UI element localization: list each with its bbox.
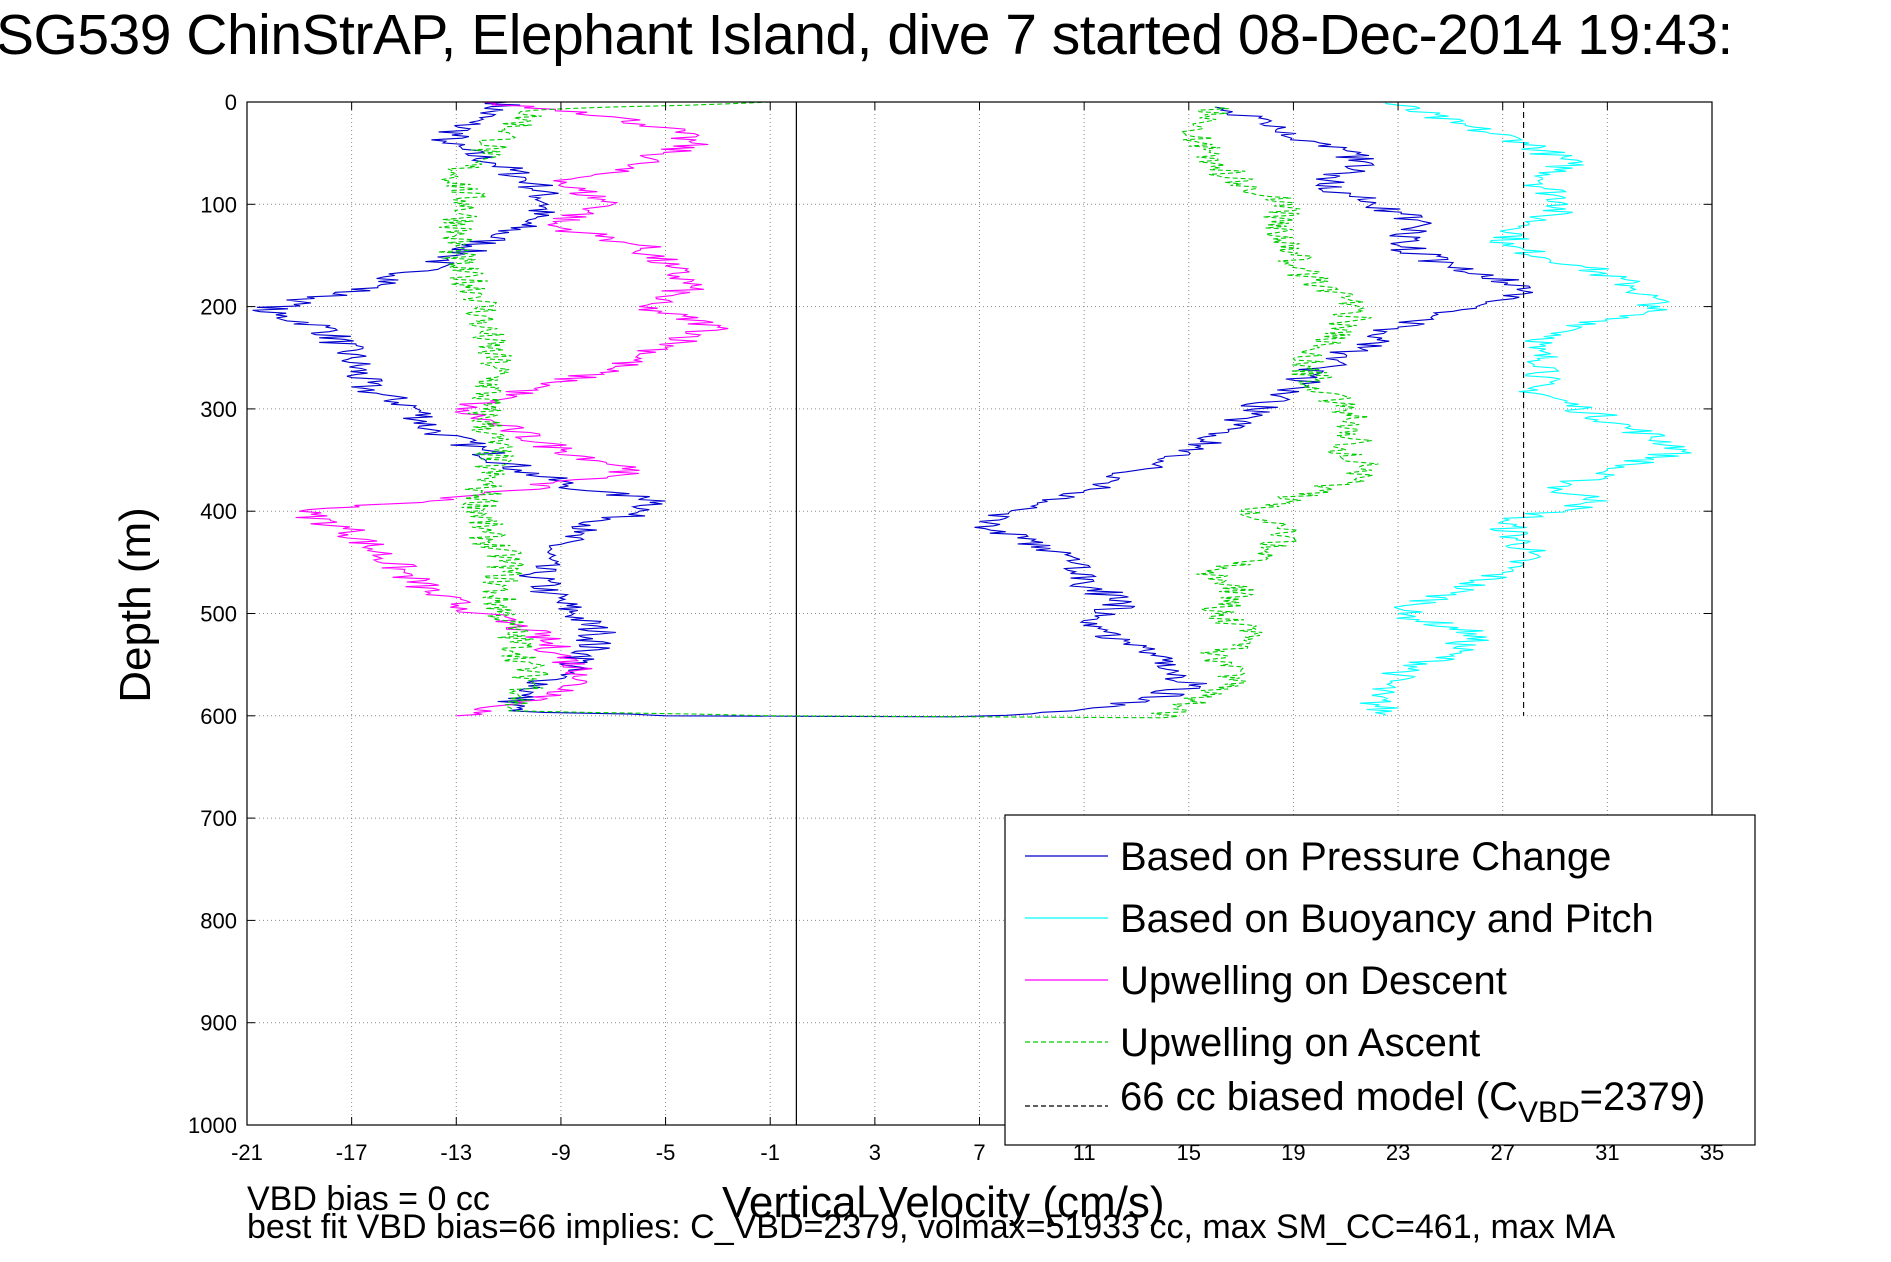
y-tick-label: 400 [200,499,237,524]
x-tick-label: 11 [1073,1140,1096,1165]
legend: Based on Pressure Change Based on Buoyanc… [1004,814,1756,1146]
tick-labels: -21 -17 -13 -9 -5 -1 3 7 11 15 19 23 27 31 35010020030… [188,90,1724,1165]
x-tick-label: -1 [760,1140,780,1165]
y-tick-label: 1000 [188,1113,237,1138]
footer-bias: VBD bias = 0 cc [247,1180,490,1218]
x-tick-label: -13 [440,1140,472,1165]
series-line [1360,101,1692,716]
series-group [252,101,1692,719]
y-tick-label: 500 [200,602,237,627]
legend-box [1004,814,1756,1146]
x-axis-label: Vertical Velocity (cm/s) [722,1178,1165,1227]
x-tick-label: -21 [231,1140,263,1165]
y-tick-label: 300 [200,397,237,422]
y-tick-label: 200 [200,295,237,320]
series-line [437,101,1379,719]
x-tick-label: -5 [656,1140,676,1165]
plot-frame [246,101,1713,1126]
y-tick-label: 700 [200,806,237,831]
x-tick-label: -9 [551,1140,571,1165]
legend-label: Upwelling on Ascent [1120,1021,1480,1065]
footer-best-fit: best fit VBD bias=66 implies: C_VBD=2379… [247,1208,1616,1246]
x-tick-label: 7 [973,1140,985,1165]
series-line [295,101,729,717]
y-axis-label: Depth (m) [111,507,160,703]
legend-label: Based on Buoyancy and Pitch [1120,897,1654,941]
legend-label-model: 66 cc biased model (CVBD=2379) [1120,1075,1705,1129]
y-tick-label: 800 [200,908,237,933]
y-tick-label: 600 [200,704,237,729]
legend-label: Based on Pressure Change [1120,835,1611,879]
x-tick-label: -17 [336,1140,368,1165]
x-tick-label: 3 [869,1140,881,1165]
y-tick-label: 900 [200,1011,237,1036]
series-line [252,101,1533,718]
y-tick-label: 0 [225,90,237,115]
chart-title: SG539 ChinStrAP, Elephant Island, dive 7… [0,3,1733,67]
y-tick-label: 100 [200,192,237,217]
legend-label: Upwelling on Descent [1120,959,1507,1003]
